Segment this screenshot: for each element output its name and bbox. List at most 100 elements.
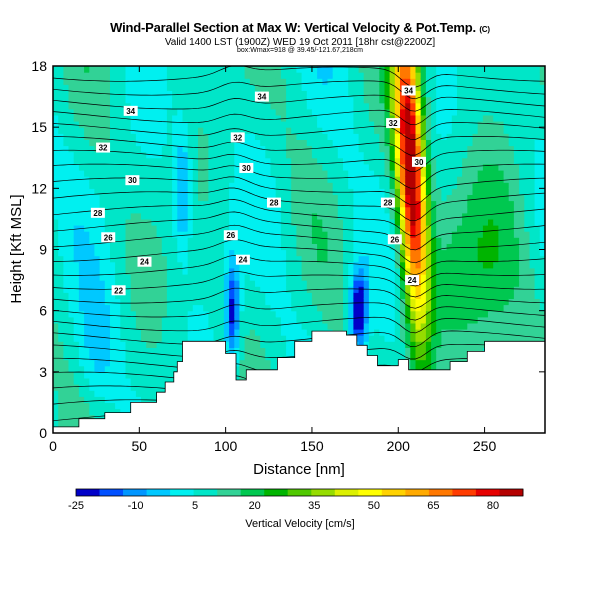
field-cell bbox=[286, 286, 292, 293]
field-cell bbox=[255, 157, 261, 165]
field-cell bbox=[265, 267, 272, 275]
field-cell bbox=[477, 66, 484, 73]
field-cell bbox=[151, 206, 158, 214]
field-cell bbox=[400, 66, 406, 73]
field-cell bbox=[348, 188, 354, 195]
field-cell bbox=[177, 261, 184, 269]
field-cell bbox=[203, 170, 209, 177]
field-cell bbox=[260, 206, 266, 214]
field-cell bbox=[198, 243, 204, 251]
field-cell bbox=[234, 212, 241, 220]
field-cell bbox=[151, 255, 158, 263]
field-cell bbox=[431, 188, 437, 195]
field-cell bbox=[425, 84, 432, 91]
field-cell bbox=[405, 188, 411, 195]
field-cell bbox=[104, 114, 111, 122]
field-cell bbox=[368, 212, 375, 220]
field-cell bbox=[249, 66, 256, 73]
field-cell bbox=[249, 121, 256, 128]
field-cell bbox=[172, 237, 178, 244]
field-cell bbox=[89, 90, 96, 98]
field-cell bbox=[265, 286, 272, 293]
field-cell bbox=[343, 194, 349, 202]
field-cell bbox=[63, 90, 70, 98]
field-cell bbox=[394, 102, 401, 110]
field-cell bbox=[249, 347, 256, 355]
field-cell bbox=[311, 310, 318, 318]
field-cell bbox=[286, 347, 292, 355]
field-cell bbox=[291, 182, 297, 189]
field-cell bbox=[291, 108, 297, 116]
field-cell bbox=[130, 90, 137, 98]
field-cell bbox=[141, 96, 147, 104]
field-cell bbox=[115, 255, 121, 263]
field-cell bbox=[410, 176, 417, 183]
field-cell bbox=[110, 127, 116, 134]
field-cell bbox=[400, 353, 406, 361]
field-cell bbox=[239, 72, 246, 79]
field-cell bbox=[125, 182, 132, 189]
field-cell bbox=[99, 292, 106, 299]
field-cell bbox=[441, 335, 448, 342]
field-cell bbox=[146, 96, 152, 104]
field-cell bbox=[213, 108, 220, 116]
field-cell bbox=[343, 84, 349, 91]
field-cell bbox=[177, 341, 184, 348]
field-cell bbox=[213, 261, 220, 269]
field-cell bbox=[441, 243, 448, 251]
field-cell bbox=[431, 212, 437, 220]
field-cell bbox=[229, 170, 235, 177]
field-cell bbox=[301, 151, 308, 159]
field-cell bbox=[110, 218, 116, 226]
field-cell bbox=[249, 243, 256, 251]
field-cell bbox=[462, 316, 468, 324]
field-cell bbox=[156, 114, 163, 122]
field-cell bbox=[374, 127, 380, 134]
field-cell bbox=[415, 139, 422, 147]
field-cell bbox=[415, 114, 422, 122]
field-cell bbox=[135, 322, 142, 330]
field-cell bbox=[115, 353, 121, 361]
field-cell bbox=[291, 231, 297, 238]
field-cell bbox=[249, 127, 256, 134]
field-cell bbox=[457, 114, 463, 122]
field-cell bbox=[192, 322, 199, 330]
field-cell bbox=[130, 84, 137, 91]
field-cell bbox=[141, 298, 147, 306]
field-cell bbox=[451, 353, 458, 361]
field-cell bbox=[115, 200, 121, 208]
field-cell bbox=[249, 237, 256, 244]
field-cell bbox=[311, 127, 318, 134]
field-cell bbox=[280, 231, 287, 238]
field-cell bbox=[223, 206, 230, 214]
field-cell bbox=[177, 292, 184, 299]
field-cell bbox=[172, 310, 178, 318]
field-cell bbox=[462, 182, 468, 189]
field-cell bbox=[78, 157, 85, 165]
field-cell bbox=[343, 96, 349, 104]
field-cell bbox=[115, 127, 121, 134]
field-cell bbox=[296, 206, 303, 214]
field-cell bbox=[68, 280, 75, 287]
field-cell bbox=[322, 108, 329, 116]
field-cell bbox=[182, 108, 189, 116]
field-cell bbox=[99, 335, 106, 342]
field-cell bbox=[291, 84, 297, 91]
field-cell bbox=[177, 127, 184, 134]
field-cell bbox=[265, 121, 272, 128]
field-cell bbox=[125, 225, 132, 232]
field-cell bbox=[120, 329, 127, 336]
field-cell bbox=[358, 341, 365, 348]
field-cell bbox=[104, 261, 111, 269]
field-cell bbox=[301, 84, 308, 91]
field-cell bbox=[84, 139, 90, 147]
field-cell bbox=[462, 249, 468, 257]
field-cell bbox=[213, 182, 220, 189]
field-cell bbox=[104, 408, 111, 416]
field-cell bbox=[431, 298, 437, 306]
field-cell bbox=[255, 322, 261, 330]
field-cell bbox=[99, 274, 106, 281]
field-cell bbox=[410, 237, 417, 244]
field-cell bbox=[229, 139, 235, 147]
field-cell bbox=[446, 114, 453, 122]
